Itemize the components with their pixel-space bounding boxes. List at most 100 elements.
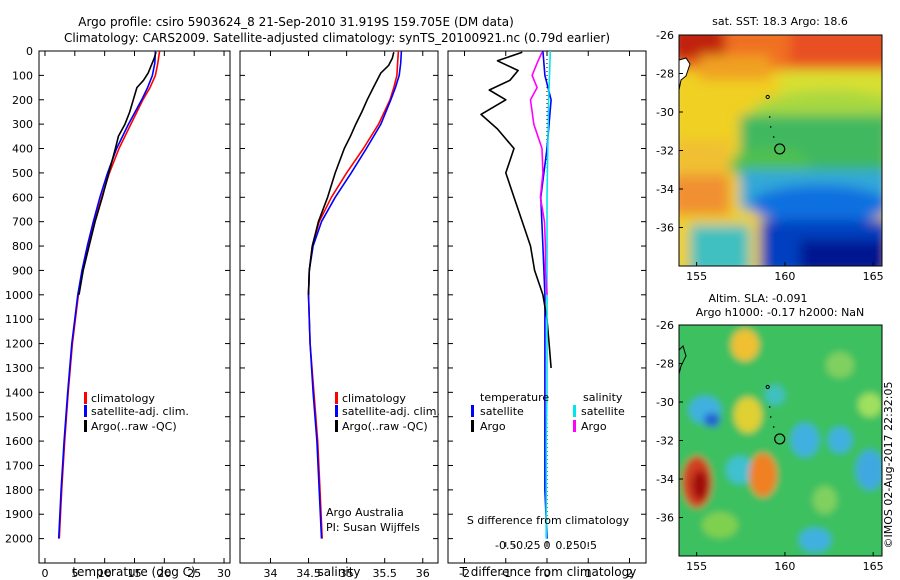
x-tick-label: 34	[263, 567, 277, 580]
depth-tick-label: 700	[12, 216, 33, 229]
track-dot	[769, 416, 772, 418]
x-tick-label: -1	[500, 567, 511, 580]
depth-tick-label: 1000	[5, 289, 33, 302]
lat-tick-label: -26	[656, 29, 674, 42]
depth-tick-label: 1800	[5, 484, 33, 497]
lon-tick-label: 160	[774, 270, 795, 283]
legend-header-temperature: temperature	[480, 391, 549, 404]
x-tick-label: 25	[187, 567, 201, 580]
legend-swatch-satellite	[335, 405, 338, 417]
legend-label-sal-argo: Argo	[581, 420, 607, 433]
header-line1: Argo profile: csiro 5903624_8 21-Sep-201…	[78, 15, 514, 29]
lat-tick-label: -34	[656, 473, 674, 486]
lat-tick-label: -28	[656, 68, 674, 81]
depth-tick-label: 900	[12, 264, 33, 277]
series-climatology	[58, 51, 161, 539]
temperature-xlabel: temperature (deg C)	[72, 565, 195, 579]
legend-swatch-satellite	[84, 405, 87, 417]
lat-tick-label: -28	[656, 358, 674, 371]
depth-tick-label: 0	[26, 45, 33, 58]
legend-swatch-temp-argo	[471, 420, 474, 432]
legend-swatch-climatology	[84, 392, 87, 404]
lat-tick-label: -32	[656, 145, 674, 158]
salinity-xlabel: salinity	[317, 565, 360, 579]
depth-tick-label: 1500	[5, 411, 33, 424]
lon-tick-label: 165	[863, 560, 884, 573]
sla-map-axes: 155 160 165 -26 -28 -30 -32 -34 -36	[656, 319, 884, 573]
depth-tick-label: 1300	[5, 362, 33, 375]
sst-map-coastline	[679, 57, 691, 91]
depth-tick-label: 1900	[5, 508, 33, 521]
x-tick-label: 36	[416, 567, 430, 580]
s-diff-tick-label: 0	[544, 539, 551, 552]
legend-header-salinity: salinity	[583, 391, 623, 404]
legend-swatch-argo	[84, 420, 87, 432]
legend-swatch-temp-satellite	[471, 405, 474, 417]
track-dot	[772, 426, 775, 428]
x-tick-label: 20	[157, 567, 171, 580]
difference-x2label: S difference from climatology	[467, 514, 630, 527]
series-argo-raw-qc	[78, 51, 157, 295]
salinity-panel-frame	[239, 50, 439, 564]
legend-swatch-sal-argo	[573, 420, 576, 432]
series-satellite-adj-clim	[57, 51, 157, 539]
imos-stamp: ©IMOS 02-Aug-2017 22:32:05	[882, 382, 895, 549]
track-point	[765, 384, 770, 390]
depth-tick-label: 500	[12, 167, 33, 180]
lat-tick-label: -36	[656, 222, 674, 235]
legend-label-temp-satellite: satellite	[480, 405, 524, 418]
profile-location-circle	[774, 143, 786, 155]
track-point	[765, 94, 770, 100]
salinity-profiles	[307, 51, 403, 539]
depth-tick-label: 800	[12, 240, 33, 253]
series-climatology	[307, 51, 400, 539]
s-diff-tick-label: -0.5	[495, 539, 516, 552]
track-dot	[768, 116, 771, 118]
series-argo-raw-qc	[307, 52, 395, 295]
s-diff-tick-label: 0.5	[580, 539, 598, 552]
depth-tick-label: 1400	[5, 386, 33, 399]
depth-tick-label: 2000	[5, 533, 33, 546]
temperature-profiles	[57, 51, 161, 539]
series-satellite-adj-clim	[307, 51, 403, 539]
series-salinity-argo	[529, 51, 548, 295]
difference-xlabel: T difference from climatology	[459, 565, 637, 579]
x-tick-label: 5	[71, 567, 78, 580]
x-tick-label: -2	[459, 567, 470, 580]
lon-tick-label: 160	[774, 560, 795, 573]
lon-tick-label: 165	[863, 270, 884, 283]
legend-label-satellite: satellite-adj. clim.	[91, 405, 189, 418]
lat-tick-label: -30	[656, 106, 674, 119]
difference-profiles	[480, 51, 552, 539]
temperature-panel-frame	[38, 50, 231, 564]
sla-map-title-line1: Altim. SLA: -0.091	[708, 292, 807, 305]
depth-tick-label: 600	[12, 191, 33, 204]
legend-label-satellite: satellite-adj. clim.	[342, 405, 440, 418]
x-tick-label: 1	[585, 567, 592, 580]
legend-label-argo: Argo(..raw -QC)	[342, 420, 428, 433]
salinity-axes: 34 34.5 35 35.5 36	[240, 50, 438, 580]
x-tick-label: 10	[98, 567, 112, 580]
temperature-legend: climatology satellite-adj. clim. Argo(..…	[84, 392, 189, 433]
s-diff-tick-label: -0.25	[512, 539, 540, 552]
x-tick-label: 0	[41, 567, 48, 580]
sla-map-field	[679, 325, 882, 556]
depth-tick-label: 200	[12, 94, 33, 107]
depth-tick-label: 400	[12, 143, 33, 156]
lat-tick-label: -26	[656, 319, 674, 332]
x-tick-label: 30	[217, 567, 231, 580]
series-temperature-argo	[480, 51, 552, 369]
legend-swatch-sal-satellite	[573, 405, 576, 417]
track-dot	[768, 406, 771, 408]
x-tick-label: 2	[626, 567, 633, 580]
sst-map-axes: 155 160 165 -26 -28 -30 -32 -34 -36	[656, 29, 884, 283]
depth-tick-label: 1700	[5, 459, 33, 472]
s-diff-tick-label: 0.25	[555, 539, 580, 552]
lat-tick-label: -36	[656, 512, 674, 525]
header-line2: Climatology: CARS2009. Satellite-adjuste…	[64, 31, 610, 45]
sla-map-profile-marker	[765, 384, 786, 445]
x-tick-label: 35	[340, 567, 354, 580]
depth-tick-label: 300	[12, 118, 33, 131]
legend-label-temp-argo: Argo	[480, 420, 506, 433]
